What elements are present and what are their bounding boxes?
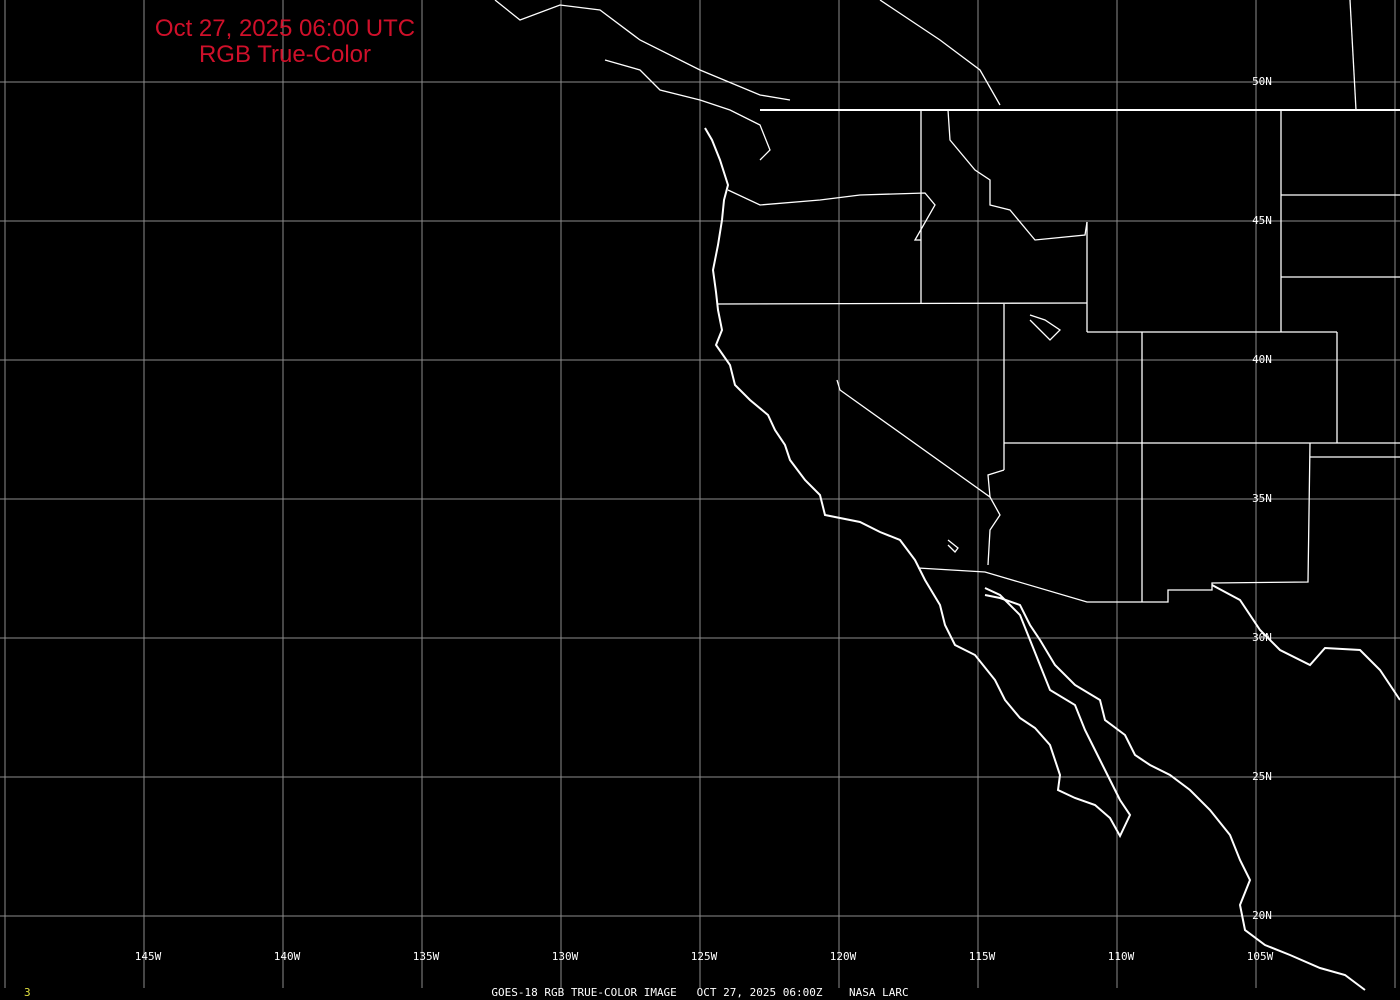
longitude-label: 145W — [135, 950, 162, 963]
image-caption: GOES-18 RGB TRUE-COLOR IMAGE OCT 27, 202… — [491, 986, 909, 999]
mt-nd-border — [1349, 0, 1357, 111]
vancouver-island-coast — [494, 0, 791, 101]
grid-labels: 145W 140W 135W 130W 125W 120W 115W 110W 105W 50N 4… — [135, 75, 1274, 963]
great-salt-lake — [1029, 314, 1062, 341]
longitude-label: 140W — [274, 950, 301, 963]
coastlines-and-borders — [494, 0, 1400, 991]
ca-az-border — [987, 496, 1001, 566]
latitude-label: 25N — [1252, 770, 1272, 783]
pacific-coastline — [704, 127, 1132, 839]
mexico-mainland-coastline — [984, 594, 1366, 991]
nm-border — [917, 442, 1311, 603]
longitude-label: 130W — [552, 950, 579, 963]
salton-sea — [947, 539, 959, 553]
longitude-label: 115W — [969, 950, 996, 963]
longitude-label: 120W — [830, 950, 857, 963]
ca-nv-border — [836, 379, 1005, 499]
or-ca-border — [717, 302, 1088, 305]
latitude-label: 50N — [1252, 75, 1272, 88]
longitude-label: 110W — [1108, 950, 1135, 963]
puget-sound-coast — [604, 59, 771, 161]
latitude-label: 30N — [1252, 631, 1272, 644]
gulf-coast-mexico — [1211, 584, 1400, 701]
latitude-label: 40N — [1252, 353, 1272, 366]
title-datetime: Oct 27, 2025 06:00 UTC — [154, 15, 416, 42]
longitude-label: 105W — [1247, 950, 1274, 963]
latitude-label: 20N — [1252, 909, 1272, 922]
title-product: RGB True-Color — [198, 41, 372, 68]
longitude-label: 135W — [413, 950, 440, 963]
latitude-label: 35N — [1252, 492, 1272, 505]
id-mt-border — [947, 109, 1088, 241]
frame-number: 3 — [24, 986, 31, 999]
bc-interior-border — [879, 0, 1001, 106]
latitude-label: 45N — [1252, 214, 1272, 227]
longitude-label: 125W — [691, 950, 718, 963]
wa-or-border — [727, 189, 936, 241]
